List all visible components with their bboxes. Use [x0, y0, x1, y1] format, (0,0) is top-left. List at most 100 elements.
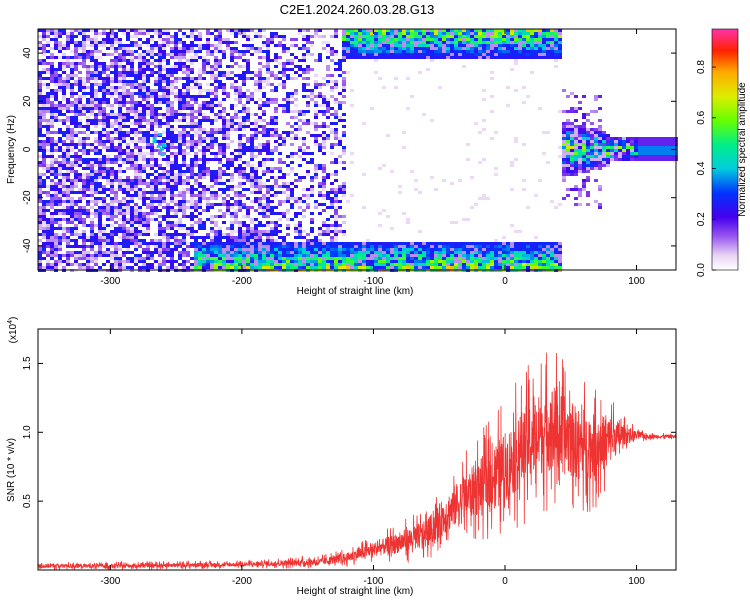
spectrogram-cell — [322, 254, 326, 257]
spectrogram-cell — [274, 227, 278, 230]
spectrogram-cell — [98, 44, 102, 47]
spectrogram-cell — [402, 47, 406, 50]
spectrogram-cell — [418, 71, 422, 74]
spectrogram-cell — [38, 134, 42, 137]
spectrogram-cell — [126, 101, 130, 104]
spectrogram-cell — [122, 98, 126, 101]
spectrogram-cell — [82, 209, 86, 212]
spectrogram-cell — [246, 107, 250, 110]
spectrogram-cell — [290, 143, 294, 146]
spectrogram-cell — [406, 50, 410, 53]
spectrogram-cell — [174, 92, 178, 95]
spectrogram-cell — [190, 116, 194, 119]
spectrogram-cell — [242, 128, 246, 131]
spectrogram-cell — [142, 191, 146, 194]
spectrogram-cell — [238, 239, 242, 242]
spectrogram-cell — [54, 110, 58, 113]
spectrogram-cell — [78, 209, 82, 212]
spectrogram-cell — [230, 47, 234, 50]
spectrogram-cell — [246, 68, 250, 71]
spectrogram-cell — [334, 62, 338, 65]
spectrogram-cell — [114, 131, 118, 134]
spectrogram-cell — [174, 158, 178, 161]
spectrogram-cell — [422, 47, 426, 50]
spectrogram-cell — [274, 128, 278, 131]
spectrogram-cell — [254, 179, 258, 182]
spectrogram-cell — [450, 221, 454, 224]
spectrogram-cell — [198, 110, 202, 113]
spectrogram-cell — [150, 266, 154, 269]
spectrogram-cell — [222, 143, 226, 146]
spectrogram-cell — [478, 44, 482, 47]
spectrogram-cell — [246, 77, 250, 80]
spectrogram-cell — [118, 74, 122, 77]
spectrogram-cell — [146, 212, 150, 215]
spectrogram-cell — [326, 257, 330, 260]
spectrogram-cell — [102, 233, 106, 236]
spectrogram-cell — [286, 74, 290, 77]
spectrogram-cell — [162, 227, 166, 230]
spectrogram-cell — [218, 251, 222, 254]
spectrogram-cell — [306, 245, 310, 248]
spectrogram-cell — [138, 89, 142, 92]
spectrogram-cell — [98, 107, 102, 110]
spectrogram-cell — [94, 50, 98, 53]
spectrogram-cell — [66, 260, 70, 263]
spectrogram-cell — [250, 98, 254, 101]
spectrogram-cell — [146, 128, 150, 131]
spectrogram-cell — [474, 260, 478, 263]
spectrogram-cell — [42, 119, 46, 122]
spectrogram-cell — [70, 92, 74, 95]
spectrogram-cell — [402, 245, 406, 248]
spectrogram-cell — [306, 122, 310, 125]
spectrogram-cell — [342, 185, 346, 188]
spectrogram-cell — [102, 164, 106, 167]
spectrogram-cell — [238, 173, 242, 176]
spectrogram-cell — [330, 182, 334, 185]
spectrogram-cell — [186, 242, 190, 245]
spectrogram-cell — [138, 92, 142, 95]
spectrogram-cell — [50, 164, 54, 167]
spectrogram-cell — [426, 29, 430, 32]
spectrogram-cell — [218, 227, 222, 230]
spectrogram-cell — [466, 266, 470, 269]
spectrogram-cell — [150, 254, 154, 257]
spectrogram-cell — [58, 263, 62, 266]
spectrogram-cell — [202, 185, 206, 188]
spectrogram-cell — [122, 239, 126, 242]
spectrogram-cell — [198, 56, 202, 59]
spectrogram-cell — [302, 119, 306, 122]
spectrogram-cell — [90, 164, 94, 167]
spectrogram-cell — [266, 248, 270, 251]
spectrogram-cell — [350, 50, 354, 53]
spectrogram-cell — [238, 158, 242, 161]
spectrogram-cell — [122, 197, 126, 200]
spectrogram-cell — [190, 167, 194, 170]
spectrogram-cell — [194, 194, 198, 197]
spectrogram-cell — [342, 80, 346, 83]
spectrogram-cell — [150, 200, 154, 203]
spectrogram-cell — [78, 119, 82, 122]
spectrogram-cell — [42, 149, 46, 152]
spectrogram-cell — [234, 236, 238, 239]
spectrogram-cell — [158, 53, 162, 56]
spectrogram-cell — [102, 140, 106, 143]
spectrogram-cell — [142, 89, 146, 92]
spectrogram-cell — [322, 41, 326, 44]
spectrogram-cell — [142, 131, 146, 134]
spectrogram-cell — [202, 254, 206, 257]
spectrogram-cell — [54, 74, 58, 77]
spectrogram-cell — [290, 59, 294, 62]
spectrogram-cell — [218, 239, 222, 242]
spectrogram-cell — [170, 83, 174, 86]
spectrogram-cell — [130, 158, 134, 161]
spectrogram-cell — [282, 131, 286, 134]
spectrogram-cell — [258, 266, 262, 269]
spectrogram-cell — [366, 242, 370, 245]
spectrogram-cell — [70, 71, 74, 74]
spectrogram-cell — [178, 95, 182, 98]
spectrogram-cell — [454, 263, 458, 266]
spectrogram-cell — [146, 41, 150, 44]
spectrogram-cell — [114, 221, 118, 224]
spectrogram-cell — [278, 77, 282, 80]
